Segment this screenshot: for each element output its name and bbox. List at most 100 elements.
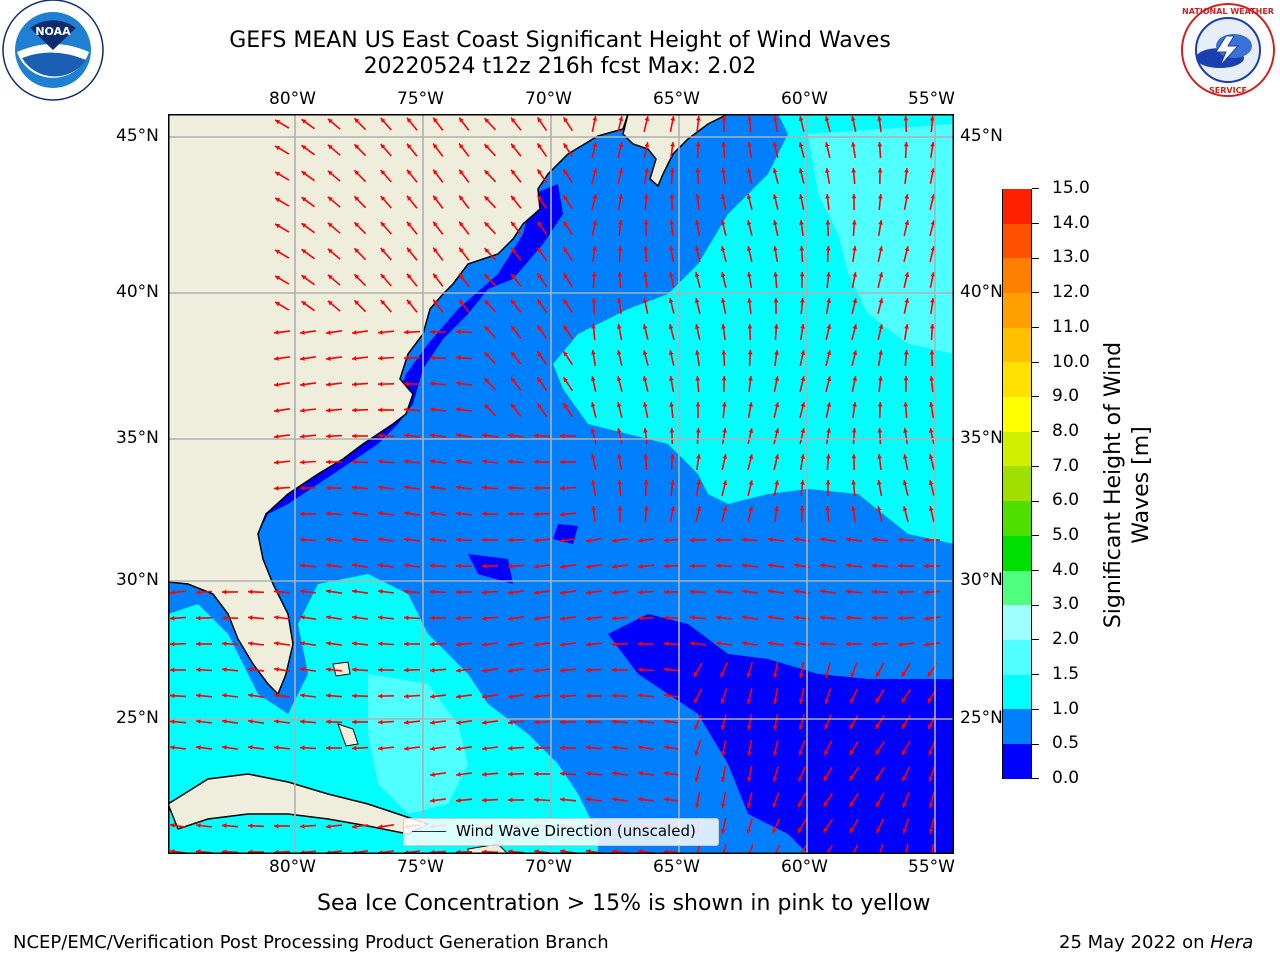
wind-wave-vector-head <box>508 720 513 725</box>
wind-wave-vector-head <box>616 402 622 408</box>
colorbar-segment <box>1003 570 1031 606</box>
wind-wave-vector-head <box>534 642 539 647</box>
wind-wave-vector-head <box>664 797 669 802</box>
wind-wave-vector-head <box>928 480 934 486</box>
wind-wave-vector-head <box>352 563 357 568</box>
colorbar-tick-mark <box>1032 674 1039 676</box>
wind-wave-vector-head <box>459 299 464 305</box>
noaa-logo: NOAA <box>2 0 104 101</box>
wind-wave-vector-head <box>794 641 799 646</box>
colorbar-tick-label: 5.0 <box>1052 525 1080 546</box>
wind-wave-vector-head <box>511 117 516 123</box>
wind-wave-vector-head <box>430 511 435 516</box>
wind-wave-vector-head <box>563 403 568 409</box>
wind-wave-vector-head <box>300 356 305 361</box>
wind-wave-vector-head <box>616 376 622 382</box>
wind-wave-vector-head <box>380 274 386 279</box>
wind-wave-vector-head <box>592 168 598 174</box>
wind-wave-vector-head <box>222 667 227 672</box>
wind-wave-vector-head <box>746 828 752 834</box>
wind-wave-vector-head <box>694 698 699 704</box>
wind-wave-vector-head <box>511 403 516 409</box>
wind-wave-vector-head <box>592 116 598 121</box>
wind-wave-vector-head <box>716 589 721 594</box>
wind-wave-vector-head <box>196 745 201 750</box>
colorbar-tick-label: 4.0 <box>1052 559 1080 580</box>
lon-label-top-75w: 75°W <box>397 89 444 109</box>
wind-wave-vector-head <box>748 506 754 511</box>
map-frame <box>168 114 954 854</box>
wind-wave-vector-head <box>799 220 804 225</box>
wind-wave-vector-head <box>820 563 825 568</box>
wind-wave-vector-head <box>772 220 778 225</box>
wind-wave-vector-head <box>327 248 333 254</box>
wind-wave-vector-head <box>591 272 597 277</box>
wind-wave-vector-head <box>534 745 539 751</box>
wind-wave-vector-head <box>852 246 857 251</box>
wind-wave-vector-head <box>664 667 669 672</box>
wind-wave-vector-head <box>798 699 804 704</box>
wind-wave-vector-head <box>798 724 804 730</box>
wind-wave-vector-head <box>722 428 727 433</box>
wind-wave-vector-head <box>747 142 752 147</box>
wind-wave-vector-head <box>643 480 649 485</box>
wind-wave-vector-head <box>642 324 648 330</box>
wind-wave-vector-head <box>898 563 903 569</box>
wind-wave-vector-head <box>877 168 883 173</box>
wind-wave-vector-head <box>696 116 701 121</box>
wind-wave-vector-head <box>378 330 383 335</box>
wind-wave-vector-head <box>586 590 591 595</box>
wind-wave-vector-head <box>352 459 357 465</box>
wind-wave-vector-head <box>746 246 752 251</box>
wind-wave-vector-head <box>326 693 331 699</box>
wind-wave-vector-head <box>326 745 331 751</box>
wind-wave-vector-head <box>643 272 648 277</box>
wind-wave-vector-head <box>716 615 721 620</box>
colorbar <box>1002 188 1032 779</box>
wind-wave-vector-head <box>928 802 934 808</box>
wind-wave-vector-head <box>664 537 669 543</box>
wind-wave-vector-head <box>560 433 565 439</box>
wind-wave-vector-head <box>326 459 331 465</box>
wind-wave-vector-head <box>690 563 695 569</box>
wind-wave-vector-head <box>352 693 357 699</box>
nws-logo: NATIONAL WEATHER SERVICE <box>1181 3 1275 97</box>
wind-wave-vector-head <box>746 194 752 200</box>
colorbar-tick-mark <box>1032 431 1039 433</box>
wind-wave-vector-head <box>877 116 882 121</box>
wind-wave-vector-head <box>846 615 851 621</box>
lat-label-left-30n: 30°N <box>116 570 159 590</box>
wind-wave-vector-head <box>668 272 674 277</box>
wind-wave-vector-head <box>924 589 929 595</box>
wind-wave-vector-head <box>407 221 412 227</box>
wind-wave-vector-head <box>618 168 624 173</box>
lat-label-right-35n: 35°N <box>960 428 1003 448</box>
wind-wave-vector-head <box>716 563 721 569</box>
wind-wave-vector-head <box>592 220 598 225</box>
wind-wave-vector-head <box>903 142 909 147</box>
wind-wave-vector-head <box>664 615 669 621</box>
wind-wave-vector-head <box>407 273 412 279</box>
wind-wave-vector-head <box>300 485 305 491</box>
wind-wave-vector <box>799 844 807 854</box>
colorbar-tick-mark <box>1032 327 1039 329</box>
lat-label-left-25n: 25°N <box>116 708 159 728</box>
wind-wave-vector-head <box>508 668 513 673</box>
wind-wave-vector-head <box>846 537 851 542</box>
wind-wave-vector-head <box>534 459 539 465</box>
wind-wave-vector-head <box>430 746 435 751</box>
wind-wave-vector-head <box>742 537 747 543</box>
wind-wave-vector-head <box>275 249 281 255</box>
wind-wave-vector-head <box>586 693 591 699</box>
wind-wave-vector-head <box>482 459 487 464</box>
wind-wave-vector-head <box>849 827 855 833</box>
wind-wave-vector-head <box>534 590 539 595</box>
wind-wave-vector-head <box>695 428 701 433</box>
wind-wave-vector-head <box>800 376 806 382</box>
field-band-2 <box>808 124 954 354</box>
wind-wave-vector-head <box>508 459 513 465</box>
colorbar-segment <box>1003 431 1031 467</box>
wind-wave-vector-head <box>196 641 201 647</box>
wind-wave-vector-head <box>380 300 386 305</box>
wind-wave-vector-head <box>301 223 307 228</box>
